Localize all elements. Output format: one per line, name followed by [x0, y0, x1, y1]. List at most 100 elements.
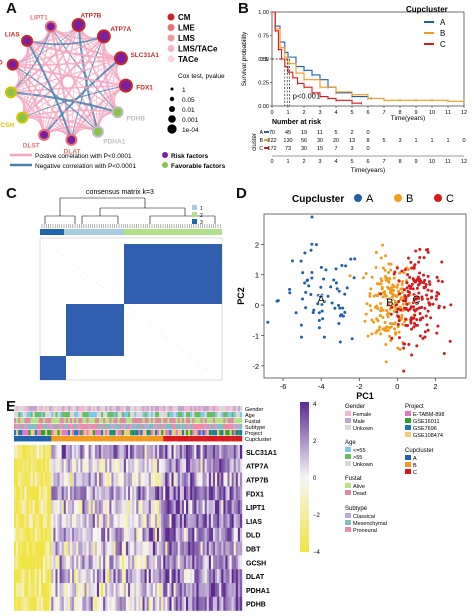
heatmap-cell [82, 596, 85, 611]
annotation-cell [96, 418, 100, 424]
heatmap-cell [84, 555, 87, 570]
heatmap-cell [82, 472, 85, 487]
colorbar [300, 402, 309, 552]
annotation-cell [186, 406, 189, 412]
heatmap-cell [59, 472, 62, 487]
heatmap-cell [169, 555, 172, 570]
cox-label: 0.01 [182, 107, 195, 114]
heatmap-cell [154, 445, 158, 459]
annotation-cell [171, 418, 174, 424]
pca-point-c [420, 305, 424, 309]
pca-point-c [390, 305, 394, 309]
annotation-cell [136, 430, 139, 436]
annotation-cell [186, 436, 189, 442]
heatmap-cell [67, 472, 71, 487]
annotation-cell [22, 430, 25, 436]
heatmap-cell [43, 527, 46, 542]
heatmap-cell [67, 527, 71, 542]
gene-label: DLAT [64, 148, 81, 155]
heatmap-cell [67, 514, 71, 528]
pca-point-c [412, 266, 416, 270]
heatmap-cell [43, 486, 46, 501]
risk-dot [162, 152, 168, 158]
heatmap-cell [212, 458, 216, 473]
heatmap-cell [134, 472, 137, 487]
heatmap-cell [173, 596, 176, 611]
pca-point-c [436, 279, 440, 283]
annotation-cell [84, 430, 87, 436]
pca-point-c [426, 309, 430, 313]
annotation-cell [223, 430, 226, 436]
pca-point-b [389, 286, 393, 290]
pca-point-b [362, 276, 366, 280]
heatmap-cell [20, 541, 23, 556]
heatmap-cell [30, 500, 33, 515]
heatmap-cell [219, 486, 222, 501]
pca-point-a [309, 292, 313, 296]
annotation-cell [14, 412, 17, 418]
heatmap-cell [109, 583, 112, 597]
annotation-cell [59, 418, 62, 424]
heatmap-cell [239, 596, 243, 611]
heatmap-cell [177, 569, 181, 584]
pca-point-b [387, 280, 391, 284]
annotation-cell [157, 418, 160, 424]
pca-point-a [329, 285, 333, 289]
heatmap-cell [98, 569, 102, 584]
risk-value: 13 [349, 138, 355, 144]
annotation-cell [96, 436, 100, 442]
annotation-cell [88, 436, 91, 442]
annotation-cell [105, 430, 108, 436]
heatmap-cell [219, 458, 222, 473]
heatmap-cell [16, 583, 19, 597]
pca-point-a [317, 319, 321, 323]
annotation-cell [171, 406, 174, 412]
heatmap-cell [152, 555, 156, 570]
pca-point-b [364, 312, 368, 316]
heatmap-cell [196, 596, 199, 611]
annotation-cell [45, 406, 48, 412]
heatmap-cell [219, 555, 222, 570]
heatmap-cell [103, 445, 106, 459]
heatmap-cell [217, 458, 220, 473]
pca-point-b [387, 270, 391, 274]
heatmap-cell [109, 555, 112, 570]
heatmap-cell [28, 596, 31, 611]
heatmap-cell [142, 527, 145, 542]
annotation-cell [128, 424, 131, 430]
cupcluster-legend-swatch [405, 469, 411, 474]
pca-point-c [424, 285, 428, 289]
heatmap-cell [103, 527, 106, 542]
annotation-cell [84, 418, 87, 424]
heatmap-cell [188, 472, 191, 487]
heatmap-cell [183, 555, 187, 570]
risk-value: 11 [317, 130, 323, 136]
heatmap-cell [223, 555, 226, 570]
heatmap-cell [24, 486, 27, 501]
pca-point-c [421, 336, 425, 340]
heatmap-cell [154, 458, 158, 473]
heatmap-cell [96, 472, 100, 487]
heatmap-cell [123, 445, 127, 459]
heatmap-cell [65, 555, 69, 570]
annotation-cell [161, 424, 164, 430]
gene-label: LIAS [5, 32, 20, 39]
network-edge [26, 40, 118, 113]
heatmap-cell [179, 569, 183, 584]
heatmap-cell [221, 472, 224, 487]
annotation-cell [171, 412, 174, 418]
heatmap-cell [136, 458, 139, 473]
heatmap-cell [202, 583, 205, 597]
annotation-cell [20, 430, 23, 436]
annotation-cell [231, 436, 234, 442]
plot-frame [271, 11, 465, 107]
heatmap-cell [90, 569, 93, 584]
heatmap-cell [161, 569, 164, 584]
heatmap-cell [69, 445, 73, 459]
annotation-cell [219, 418, 222, 424]
heatmap-cell [154, 514, 158, 528]
annotation-cell [229, 406, 232, 412]
annotation-cell [235, 412, 239, 418]
heatmap-cell [215, 458, 218, 473]
heatmap-cell [88, 500, 91, 515]
